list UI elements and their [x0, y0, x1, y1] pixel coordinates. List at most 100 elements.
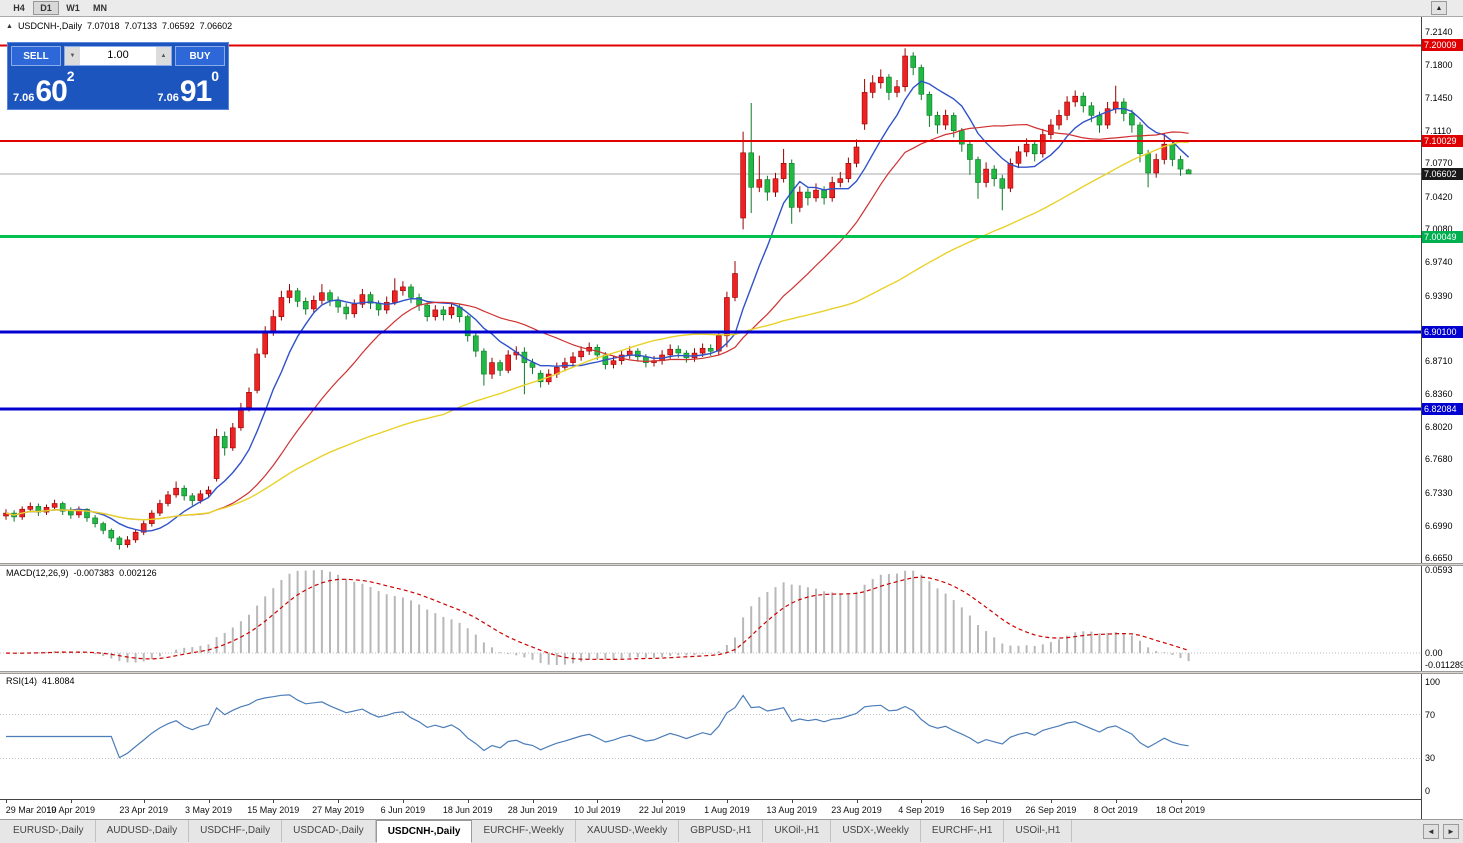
time-label: 1 Aug 2019 — [704, 805, 750, 815]
price-tick: 6.8020 — [1425, 421, 1453, 432]
tab-eurchf-weekly[interactable]: EURCHF-,Weekly — [472, 820, 576, 842]
time-tick — [791, 800, 793, 803]
macd-indicator-label: MACD(12,26,9) -0.007383 0.002126 — [6, 568, 157, 578]
sell-price[interactable]: 7.06 60 2 — [13, 68, 75, 108]
price-badge: 7.06602 — [1422, 167, 1463, 180]
macd-main-value: -0.007383 — [73, 568, 115, 578]
price-badge: 6.82084 — [1422, 402, 1463, 415]
tab-usdx-weekly[interactable]: USDX-,Weekly — [831, 820, 921, 842]
price-tick: 6.7330 — [1425, 487, 1453, 498]
time-tick — [726, 800, 728, 803]
panel-toggle-button[interactable]: ▲ — [1431, 1, 1447, 15]
lot-size-value[interactable]: 1.00 — [80, 47, 156, 65]
panel-splitter[interactable] — [0, 563, 1463, 566]
tab-gbpusd-h1[interactable]: GBPUSD-,H1 — [679, 820, 764, 842]
timeframe-h4-button[interactable]: H4 — [6, 1, 32, 15]
rsi-axis-tick: 100 — [1425, 677, 1441, 687]
time-tick — [1180, 800, 1182, 803]
tab-eurchf-h1[interactable]: EURCHF-,H1 — [920, 820, 1005, 842]
time-tick — [1115, 800, 1117, 803]
time-label: 23 Apr 2019 — [119, 805, 168, 815]
tab-ukoil-h1[interactable]: UKOil-,H1 — [763, 820, 832, 842]
price-tick: 6.6650 — [1425, 553, 1453, 564]
price-tick: 6.6990 — [1425, 520, 1453, 531]
rsi-name: RSI(14) — [6, 676, 38, 686]
price-badge: 7.20009 — [1422, 39, 1463, 52]
tab-scroll-right-button[interactable]: ► — [1443, 824, 1459, 839]
time-label: 16 Sep 2019 — [960, 805, 1012, 815]
time-tick — [338, 800, 340, 803]
timeframe-mn-button[interactable]: MN — [87, 1, 113, 15]
buy-button[interactable]: BUY — [175, 46, 225, 66]
rsi-value: 41.8084 — [42, 676, 75, 686]
time-label: 18 Jun 2019 — [442, 805, 493, 815]
price-tick: 6.8710 — [1425, 355, 1453, 366]
time-tick — [6, 800, 7, 803]
time-label: 27 May 2019 — [312, 805, 365, 815]
time-label: 22 Jul 2019 — [638, 805, 686, 815]
price-tick: 6.7680 — [1425, 454, 1453, 465]
price-tick: 7.1110 — [1425, 125, 1452, 136]
price-tick: 6.9390 — [1425, 290, 1453, 301]
price-axis[interactable]: 7.2140 7.1800 7.1450 7.1110 7.0770 7.0420 7.00… — [1421, 17, 1463, 819]
lot-size-spinner: ▼ 1.00 ▲ — [64, 46, 172, 66]
tab-usdcad-daily[interactable]: USDCAD-,Daily — [282, 820, 376, 842]
time-tick — [662, 800, 664, 803]
tab-usdcnh-daily[interactable]: USDCNH-,Daily — [375, 820, 473, 843]
time-tick — [1050, 800, 1052, 803]
time-label: 18 Oct 2019 — [1155, 805, 1206, 815]
rsi-indicator-chart[interactable] — [0, 674, 1421, 799]
time-tick — [70, 800, 72, 803]
time-label: 28 Jun 2019 — [507, 805, 558, 815]
rsi-axis-tick: 30 — [1425, 753, 1436, 764]
buy-price-pipette: 0 — [211, 68, 219, 84]
sell-button[interactable]: SELL — [11, 46, 61, 66]
price-tick: 7.0770 — [1425, 158, 1453, 169]
rsi-indicator-label: RSI(14) 41.8084 — [6, 676, 75, 686]
sell-price-pipette: 2 — [66, 68, 75, 84]
timeframe-d1-button[interactable]: D1 — [33, 1, 59, 15]
timeframe-w1-button[interactable]: W1 — [60, 1, 86, 15]
tab-xauusd-weekly[interactable]: XAUUSD-,Weekly — [575, 820, 680, 842]
price-tick: 7.2140 — [1425, 27, 1453, 38]
macd-name: MACD(12,26,9) — [6, 568, 69, 578]
time-tick — [986, 800, 988, 803]
ohlc-close: 7.06602 — [199, 21, 233, 31]
tab-usoil-h1[interactable]: USOil-,H1 — [1004, 820, 1073, 842]
buy-price[interactable]: 7.06 91 0 — [157, 68, 219, 107]
ohlc-high: 7.07133 — [124, 21, 158, 31]
time-label: 10 Jul 2019 — [574, 805, 621, 815]
price-badge: 7.00049 — [1422, 230, 1463, 243]
time-axis[interactable]: 29 Mar 2019 10 Apr 2019 23 Apr 2019 3 May 2… — [0, 799, 1421, 819]
macd-indicator-chart[interactable] — [0, 566, 1421, 671]
tab-usdchf-daily[interactable]: USDCHF-,Daily — [189, 820, 283, 842]
tab-audusd-daily[interactable]: AUDUSD-,Daily — [95, 820, 190, 842]
time-tick — [856, 800, 858, 803]
time-label: 6 Jun 2019 — [380, 805, 426, 815]
collapse-arrow-icon[interactable]: ▲ — [6, 22, 13, 30]
time-tick — [402, 800, 404, 803]
time-tick — [143, 800, 145, 803]
lot-decrease-button[interactable]: ▼ — [65, 47, 80, 65]
sell-price-prefix: 7.06 — [13, 92, 35, 104]
lot-increase-button[interactable]: ▲ — [156, 47, 171, 65]
panel-splitter[interactable] — [0, 671, 1463, 674]
time-label: 10 Apr 2019 — [46, 805, 96, 815]
macd-signal-value: 0.002126 — [119, 568, 157, 578]
tab-eurusd-daily[interactable]: EURUSD-,Daily — [2, 820, 96, 842]
time-label: 3 May 2019 — [184, 805, 233, 815]
tab-scroll-left-button[interactable]: ◄ — [1423, 824, 1439, 839]
time-label: 29 Mar 2019 — [5, 805, 57, 815]
candlestick-chart[interactable] — [0, 17, 1421, 563]
time-tick — [273, 800, 275, 803]
rsi-axis-tick: 0 — [1425, 786, 1431, 796]
chart-info-line: ▲ USDCNH-,Daily 7.07018 7.07133 7.06592 … — [6, 21, 232, 31]
time-tick — [597, 800, 599, 803]
price-badge: 7.10029 — [1422, 135, 1463, 147]
sell-price-big-digits: 60 — [35, 75, 67, 108]
symbol-name: USDCNH-,Daily — [17, 21, 82, 31]
price-tick: 7.0420 — [1425, 191, 1453, 202]
price-tick: 7.0080 — [1425, 224, 1453, 235]
timeframe-toolbar: H4 D1 W1 MN ▲ — [0, 0, 1463, 17]
